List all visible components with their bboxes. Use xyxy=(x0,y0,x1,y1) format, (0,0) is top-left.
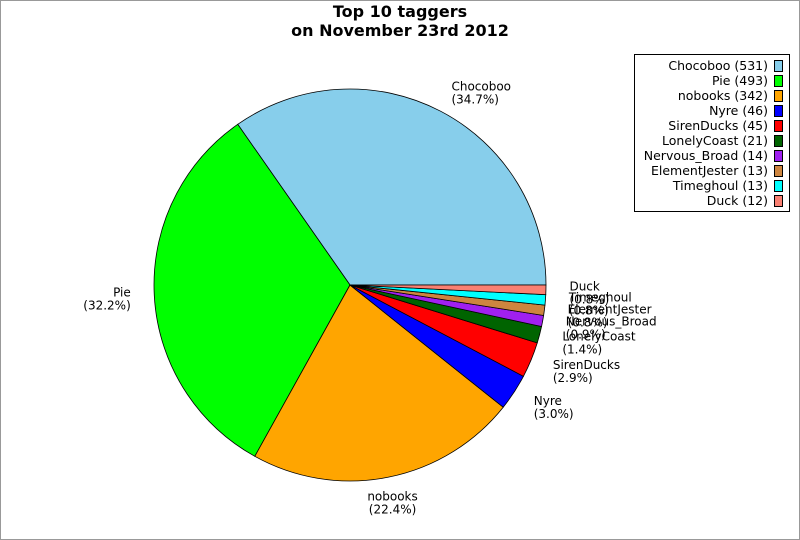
slice-label-duck: Duck (0.8%) xyxy=(569,279,609,306)
legend-swatch xyxy=(774,179,783,192)
legend-item-nobooks: nobooks (342) xyxy=(678,88,783,103)
chart-title: Top 10 taggers on November 23rd 2012 xyxy=(0,2,800,40)
legend-label: Duck (12) xyxy=(706,193,768,208)
pie-slice-nobooks xyxy=(254,284,504,482)
pie-slice-pie xyxy=(153,123,351,457)
legend-swatch xyxy=(774,134,783,147)
legend-item-lonelycoast: LonelyCoast (21) xyxy=(662,133,783,148)
legend-swatch xyxy=(774,89,783,102)
slice-label-chocoboo: Chocoboo (34.7%) xyxy=(451,79,511,106)
legend-swatch xyxy=(774,164,783,177)
chart-title-line-1: Top 10 taggers xyxy=(332,2,468,21)
legend-label: Nyre (46) xyxy=(709,103,768,118)
legend-label: nobooks (342) xyxy=(677,88,768,103)
legend-item-chocoboo: Chocoboo (531) xyxy=(668,58,783,73)
slice-label-nyre: Nyre (3.0%) xyxy=(534,394,574,421)
legend-label: ElementJester (13) xyxy=(650,163,768,178)
legend-swatch xyxy=(774,74,783,87)
legend-item-elementjester: ElementJester (13) xyxy=(651,163,783,178)
legend-swatch xyxy=(774,119,783,132)
slice-label-elementjester: ElementJester (0.8%) xyxy=(568,302,652,329)
legend-label: Nervous_Broad (14) xyxy=(643,148,768,163)
chart-legend: Chocoboo (531) Pie (493) nobooks (342) Nyre… xyxy=(634,54,790,212)
legend-label: LonelyCoast (21) xyxy=(662,133,768,148)
legend-item-timeghoul: Timeghoul (13) xyxy=(673,178,783,193)
legend-item-sirenducks: SirenDucks (45) xyxy=(668,118,783,133)
slice-label-nobooks: nobooks (22.4%) xyxy=(367,489,417,516)
legend-swatch xyxy=(774,149,783,162)
pie-slice-duck xyxy=(349,284,547,296)
legend-label: Pie (493) xyxy=(711,73,768,88)
legend-label: Chocoboo (531) xyxy=(668,58,768,73)
legend-item-duck: Duck (12) xyxy=(707,193,783,208)
legend-item-pie: Pie (493) xyxy=(712,73,783,88)
slice-label-sirenducks: SirenDucks (2.9%) xyxy=(553,358,620,385)
slice-label-nervous-broad: Nervous_Broad (0.9%) xyxy=(566,314,657,341)
legend-swatch xyxy=(774,59,783,72)
legend-label: SirenDucks (45) xyxy=(668,118,768,133)
slice-label-lonelycoast: LonelyCoast (1.4%) xyxy=(562,330,636,357)
legend-swatch xyxy=(774,194,783,207)
legend-item-nyre: Nyre (46) xyxy=(709,103,783,118)
pie-slice-chocoboo xyxy=(237,88,547,286)
legend-item-nervous-broad: Nervous_Broad (14) xyxy=(644,148,783,163)
legend-label: Timeghoul (13) xyxy=(672,178,768,193)
slice-label-pie: Pie (32.2%) xyxy=(83,285,130,312)
chart-title-line-2: on November 23rd 2012 xyxy=(291,21,509,40)
slice-label-timeghoul: Timeghoul (0.8%) xyxy=(568,291,632,318)
legend-swatch xyxy=(774,104,783,117)
